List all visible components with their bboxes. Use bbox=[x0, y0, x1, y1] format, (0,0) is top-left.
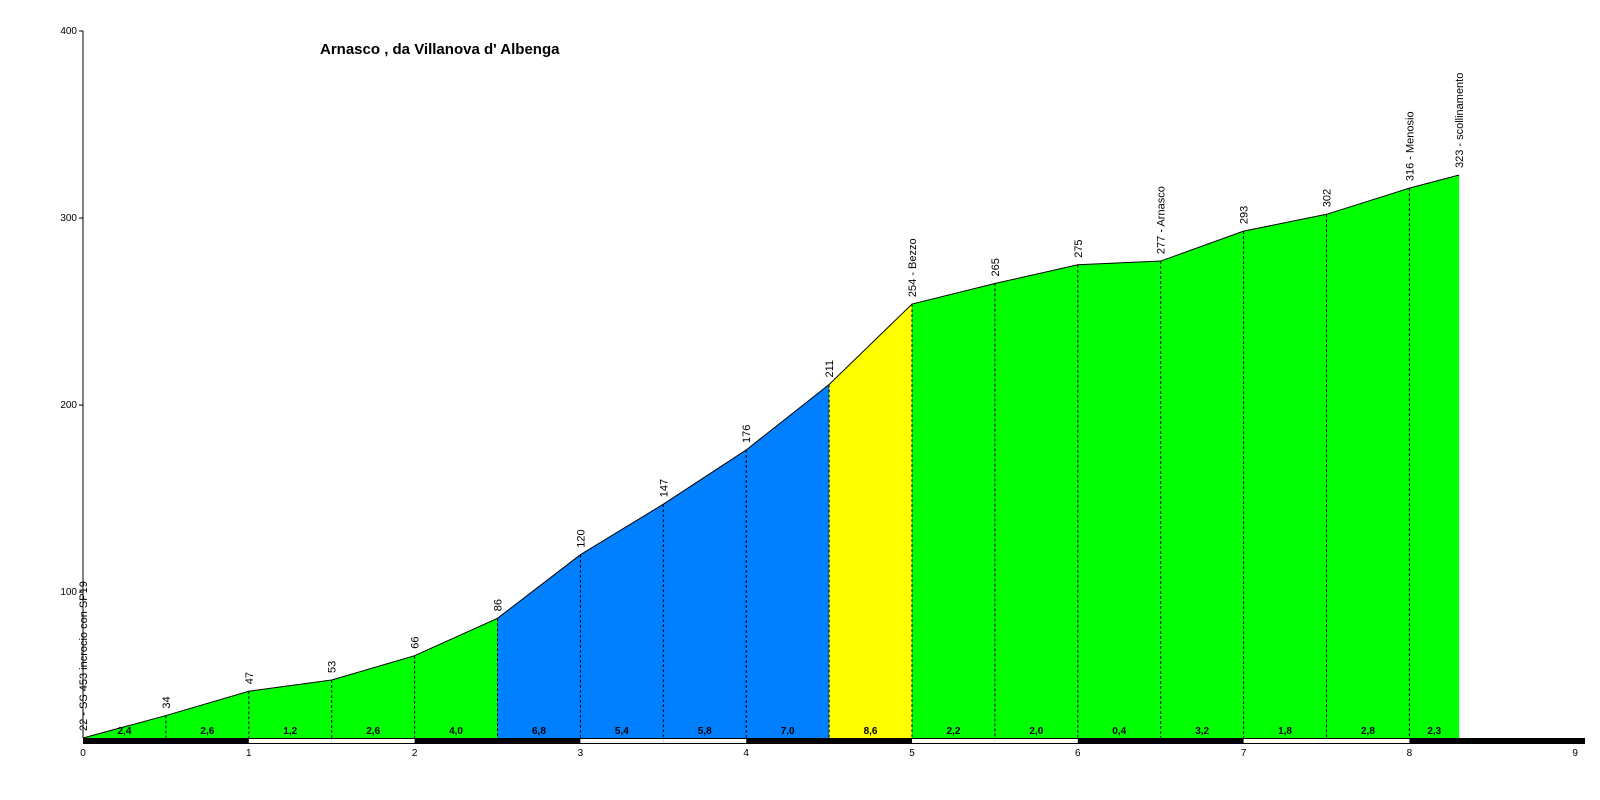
point-label: 316 - Menosio bbox=[1404, 111, 1416, 181]
gradient-labels: 2,4 2,6 1,2 2,6 4,0 6,8 5,4 5,8 7,0 8,6 2,2 2,0 0,4 3… bbox=[117, 726, 1441, 737]
x-tick-label: 0 bbox=[80, 748, 86, 759]
point-label: 176 bbox=[741, 425, 753, 443]
gradient-label: 2,2 bbox=[946, 726, 960, 737]
segment-area bbox=[248, 680, 332, 738]
y-tick-label: 400 bbox=[60, 26, 77, 37]
point-label: 277 - Arnasco bbox=[1156, 186, 1168, 254]
km-bar-segment bbox=[1326, 739, 1410, 743]
gradient-label: 4,0 bbox=[449, 726, 463, 737]
point-label: 302 bbox=[1322, 189, 1334, 207]
gradient-label: 0,4 bbox=[1112, 726, 1126, 737]
segment-area bbox=[331, 655, 415, 738]
km-bar bbox=[83, 738, 1585, 744]
gradient-label: 1,2 bbox=[283, 726, 297, 737]
segment-area bbox=[497, 554, 581, 738]
chart-title: Arnasco , da Villanova d' Albenga bbox=[320, 41, 560, 58]
gradient-label: 1,8 bbox=[1278, 726, 1292, 737]
km-bar-background bbox=[83, 738, 1585, 744]
point-label: 254 - Bezzo bbox=[907, 238, 919, 297]
segment-area bbox=[829, 304, 912, 738]
km-bar-segment bbox=[580, 739, 664, 743]
point-label: 211 bbox=[824, 360, 836, 378]
gradient-label: 7,0 bbox=[781, 726, 795, 737]
x-tick-label: 7 bbox=[1241, 748, 1247, 759]
y-tick-label: 200 bbox=[60, 400, 77, 411]
point-label: 275 bbox=[1073, 239, 1085, 257]
gradient-label: 2,6 bbox=[366, 726, 380, 737]
x-tick-label: 6 bbox=[1075, 748, 1081, 759]
gradient-label: 2,4 bbox=[117, 726, 131, 737]
gradient-label: 5,4 bbox=[615, 726, 629, 737]
segment-dividers bbox=[165, 188, 1410, 738]
x-tick-label: 3 bbox=[578, 748, 584, 759]
point-label: 86 bbox=[493, 599, 505, 611]
km-bar-segment bbox=[912, 739, 995, 743]
km-bar-segment bbox=[1243, 739, 1327, 743]
x-tick-label: 1 bbox=[246, 748, 252, 759]
point-label: 47 bbox=[244, 672, 256, 684]
gradient-label: 2,8 bbox=[1361, 726, 1375, 737]
gradient-label: 6,8 bbox=[532, 726, 546, 737]
segment-area bbox=[663, 449, 747, 738]
km-bar-segment bbox=[994, 739, 1078, 743]
km-bar-segment bbox=[331, 739, 415, 743]
segment-area bbox=[746, 384, 830, 738]
gradient-label: 5,8 bbox=[698, 726, 712, 737]
segment-area bbox=[1160, 231, 1244, 738]
x-tick-label: 4 bbox=[743, 748, 749, 759]
segment-area bbox=[1409, 175, 1460, 738]
point-label: 265 bbox=[990, 258, 1002, 276]
x-tick-label: 5 bbox=[909, 748, 915, 759]
gradient-label: 2,0 bbox=[1029, 726, 1043, 737]
y-tick-label: 100 bbox=[60, 587, 77, 598]
gradient-label: 3,2 bbox=[1195, 726, 1209, 737]
y-tick-label: 300 bbox=[60, 213, 77, 224]
profile-line bbox=[82, 174, 1460, 739]
x-tick-label: 9 bbox=[1572, 748, 1578, 759]
gradient-areas bbox=[83, 175, 1460, 739]
point-label: 22 - SS 453 incrocio con SP19 bbox=[78, 581, 90, 731]
gradient-label: 2,3 bbox=[1427, 726, 1441, 737]
point-label: 53 bbox=[327, 661, 339, 673]
segment-area bbox=[165, 691, 249, 738]
point-label: 120 bbox=[575, 529, 587, 547]
segment-area bbox=[912, 283, 995, 738]
segment-area bbox=[1077, 261, 1161, 738]
gradient-label: 8,6 bbox=[864, 726, 878, 737]
segment-area bbox=[1326, 188, 1410, 739]
segment-area bbox=[1243, 214, 1327, 739]
point-label: 34 bbox=[161, 696, 173, 708]
segment-area bbox=[580, 504, 664, 738]
point-label: 147 bbox=[658, 479, 670, 497]
gradient-label: 2,6 bbox=[200, 726, 214, 737]
profile-line-group bbox=[82, 174, 1460, 739]
km-bar-segment bbox=[248, 739, 332, 743]
x-tick-label: 8 bbox=[1407, 748, 1413, 759]
point-label: 323 - scollinamento bbox=[1454, 73, 1466, 168]
point-label: 66 bbox=[410, 636, 422, 648]
km-bar-segment bbox=[663, 739, 747, 743]
point-label: 293 bbox=[1239, 206, 1251, 224]
point-labels: 22 - SS 453 incrocio con SP19 34 47 53 66 86 1… bbox=[78, 73, 1466, 731]
x-tick-label: 2 bbox=[412, 748, 418, 759]
segment-area bbox=[414, 618, 498, 738]
segment-area bbox=[994, 264, 1078, 738]
